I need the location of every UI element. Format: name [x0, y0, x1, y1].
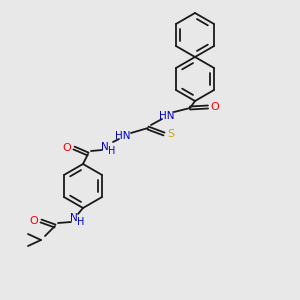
Text: HN: HN [159, 111, 175, 121]
Text: O: O [211, 102, 219, 112]
Text: H: H [108, 146, 116, 156]
Text: S: S [167, 129, 175, 139]
Text: N: N [101, 142, 109, 152]
Text: O: O [63, 143, 71, 153]
Text: HN: HN [115, 131, 131, 141]
Text: O: O [30, 216, 38, 226]
Text: H: H [77, 217, 85, 227]
Text: N: N [70, 213, 78, 223]
